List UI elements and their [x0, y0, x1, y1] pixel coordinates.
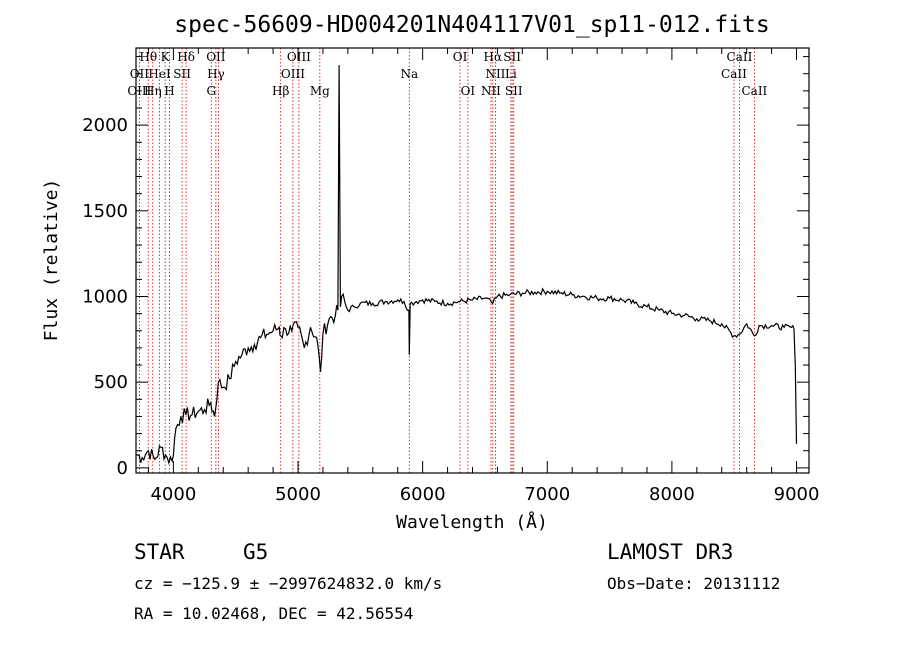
x-tick-label-4: 8000 [649, 484, 695, 505]
line-label-top-7: SII [503, 50, 521, 64]
line-label-top-5: OI [453, 50, 468, 64]
spectral-line-markers [138, 48, 755, 473]
line-label-low-1: Hη [144, 84, 162, 98]
line-label-top-8: CaII [727, 50, 753, 64]
line-label-low-7: NII [481, 84, 501, 98]
line-label-top-2: Hδ [177, 50, 195, 64]
object-subclass: G5 [243, 540, 268, 564]
x-tick-label-5: 9000 [774, 484, 820, 505]
line-label-top-0: Hθ [139, 50, 157, 64]
chart-title: spec-56609-HD004201N404117V01_sp11-012.f… [174, 12, 769, 38]
line-label-low-5: Mg [310, 84, 330, 98]
y-axis-label: Flux (relative) [41, 179, 62, 342]
obs-date: Obs−Date: 20131112 [607, 574, 780, 593]
x-tick-label-2: 6000 [400, 484, 446, 505]
y-axis-ticks: 0 500 1000 1500 2000 [82, 56, 809, 479]
line-label-top-6: Hα [484, 50, 503, 64]
x-axis-ticks: 4000 5000 6000 7000 8000 9000 [147, 48, 820, 505]
x-tick-label-0: 4000 [150, 484, 196, 505]
line-label-mid-6: NII [485, 67, 505, 81]
line-label-low-4: Hβ [272, 84, 289, 98]
y-tick-label-0: 0 [117, 458, 128, 479]
ra-dec-readout: RA = 10.02468, DEC = 42.56554 [134, 604, 413, 623]
line-label-mid-2: SII [173, 67, 191, 81]
line-label-low-9: CaII [741, 84, 767, 98]
line-label-low-6: OI [461, 84, 476, 98]
line-label-low-2: H [164, 84, 174, 98]
line-label-mid-3: Hγ [207, 67, 225, 81]
line-label-top-4: OIII [287, 50, 311, 64]
x-tick-label-1: 5000 [275, 484, 321, 505]
x-tick-label-3: 7000 [524, 484, 570, 505]
redshift-readout: cz = −125.9 ± −2997624832.0 km/s [134, 574, 442, 593]
y-tick-label-3: 1500 [82, 201, 128, 222]
line-label-mid-5: Na [400, 67, 418, 81]
survey-name: LAMOST DR3 [607, 540, 733, 564]
line-label-top-3: OII [206, 50, 226, 64]
y-tick-label-1: 500 [94, 372, 128, 393]
plot-frame [135, 47, 810, 474]
line-label-mid-1: HeI [148, 67, 171, 81]
y-tick-label-4: 2000 [82, 115, 128, 136]
line-label-low-8: SII [505, 84, 523, 98]
spectrum-series [135, 65, 798, 465]
object-class: STAR [134, 540, 185, 564]
line-label-top-1: K [161, 50, 171, 64]
line-label-mid-8: CaII [721, 67, 747, 81]
y-tick-label-2: 1000 [82, 286, 128, 307]
line-label-mid-4: OIII [281, 67, 305, 81]
x-axis-label: Wavelength (Å) [396, 511, 548, 533]
line-label-low-3: G [206, 84, 216, 98]
line-label-mid-7: Li [505, 67, 517, 81]
